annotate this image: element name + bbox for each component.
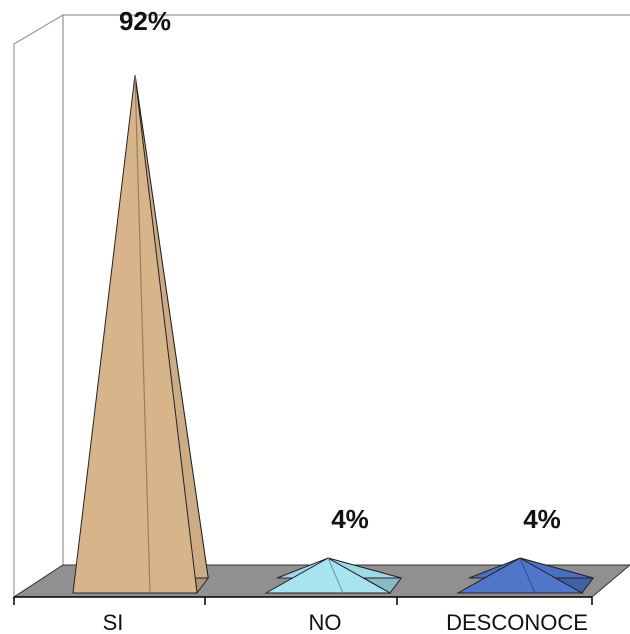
pyramid-face-front (264, 557, 392, 594)
data-label-no: 4% (331, 504, 369, 534)
chart-marks (72, 74, 595, 595)
x-tick-label-si: SI (103, 610, 124, 634)
pyramid-face-front (456, 557, 584, 594)
pyramid-edge (519, 557, 536, 594)
x-tick-label-no: NO (309, 610, 342, 634)
chart-frame (13, 13, 630, 599)
pyramid-face-front (72, 74, 198, 594)
pyramid-no (264, 557, 403, 594)
pyramid-edge (327, 557, 344, 594)
side-wall (13, 13, 64, 599)
pyramid-edge (134, 74, 151, 594)
pyramid-si (72, 74, 209, 595)
data-label-si: 92% (119, 6, 171, 36)
pyramid-desconoce (456, 557, 595, 594)
chart-labels: 92% SI 4% NO 4% DESCONOCE (103, 6, 588, 634)
x-tick-label-desconoce: DESCONOCE (446, 610, 588, 634)
data-label-desconoce: 4% (523, 504, 561, 534)
